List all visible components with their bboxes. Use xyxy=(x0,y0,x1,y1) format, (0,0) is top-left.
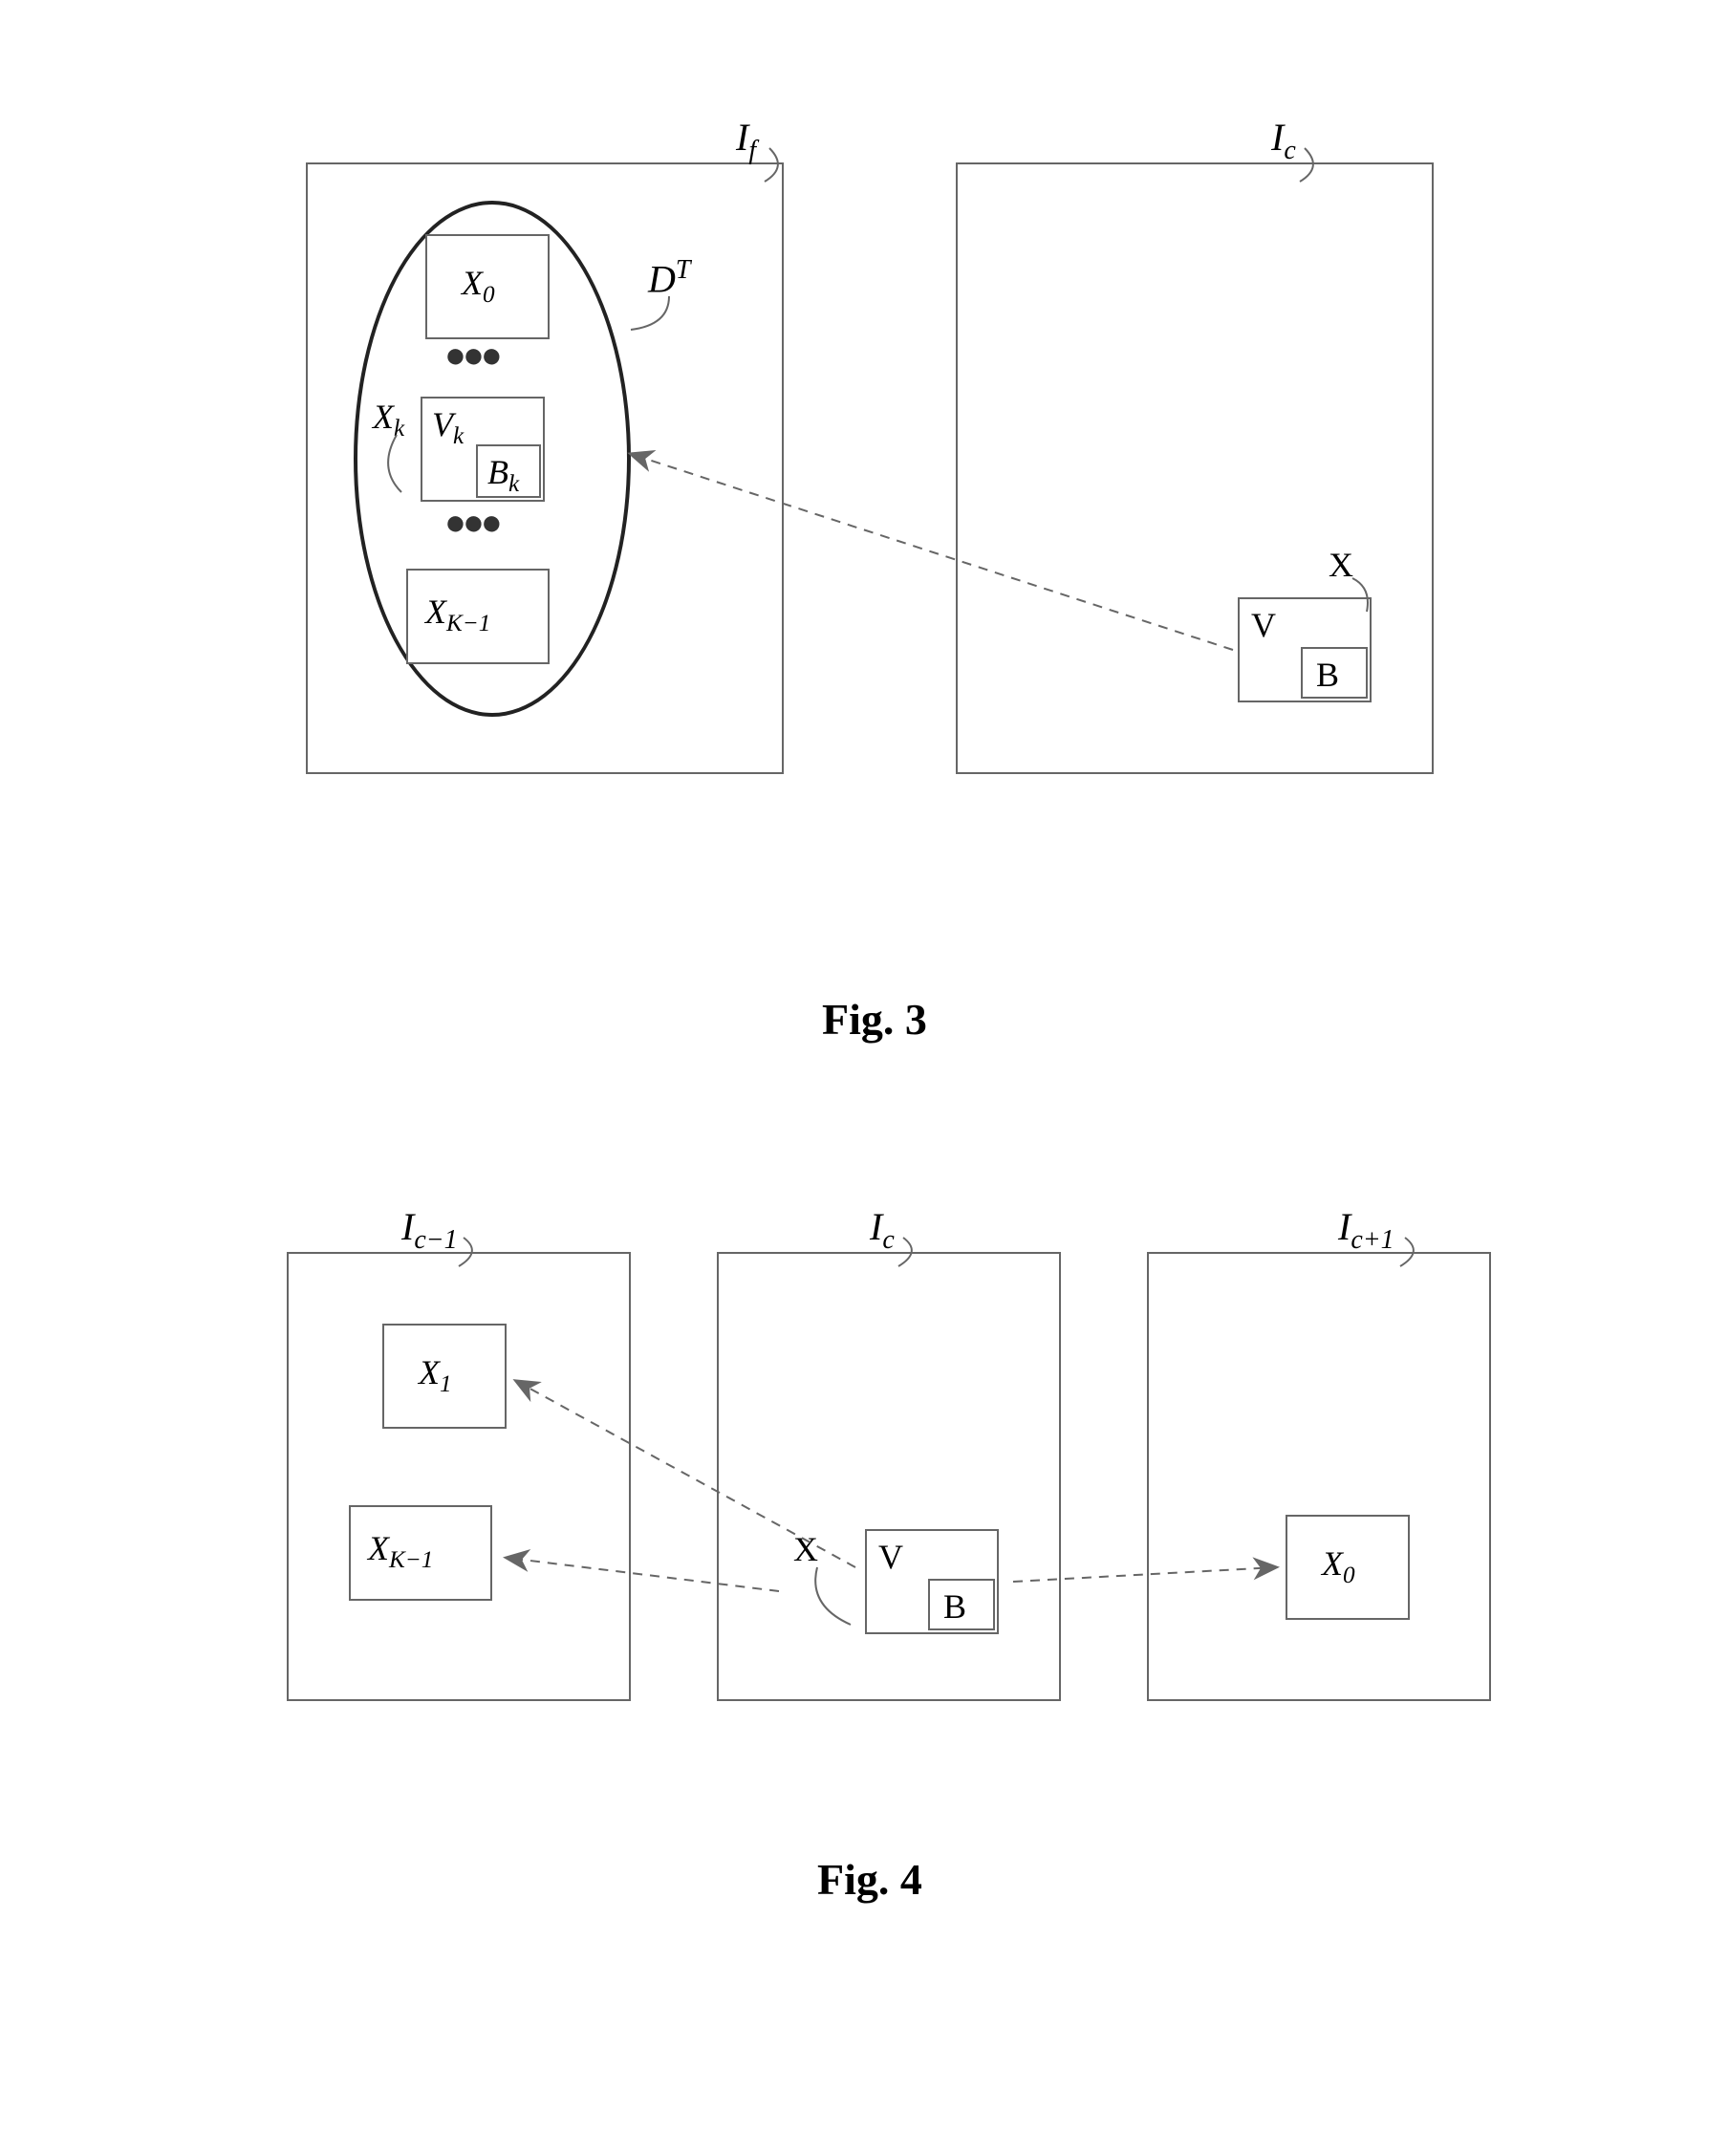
fig4-frame-left xyxy=(287,1252,631,1701)
fig4-label-ic: Ic xyxy=(870,1204,895,1256)
fig3-label-xk1: XK−1 xyxy=(425,592,490,637)
fig4-block-x-mid: V B xyxy=(865,1529,999,1634)
fig4-block-x0: X0 xyxy=(1286,1515,1410,1620)
fig3-label-v: V xyxy=(1251,605,1276,645)
fig3-label-x-right: X xyxy=(1329,545,1353,585)
fig4-block-x1: X1 xyxy=(382,1324,507,1429)
fig4-block-xk1: XK−1 xyxy=(349,1505,492,1601)
fig3-label-bk: Bk xyxy=(487,452,519,498)
fig3-dots-2: ●●● xyxy=(444,502,499,544)
fig3-block-xk1: XK−1 xyxy=(406,569,550,664)
fig3-label-x0: X0 xyxy=(462,263,495,309)
page: X0 ●●● Vk Bk ●●● XK−1 V B If Ic DT Xk X … xyxy=(0,0,1729,2156)
fig3-caption: Fig. 3 xyxy=(822,994,927,1045)
fig4-label-icp1: Ic+1 xyxy=(1338,1204,1394,1256)
fig3-label-b: B xyxy=(1316,655,1339,695)
fig3-block-x0: X0 xyxy=(425,234,550,339)
fig3-label-xk-outside: Xk xyxy=(373,397,404,442)
fig4-label-b: B xyxy=(943,1586,966,1627)
fig4-caption: Fig. 4 xyxy=(817,1854,922,1905)
arrows-overlay xyxy=(0,0,1729,2156)
fig3-label-dt: DT xyxy=(648,255,690,301)
fig4-label-icm1: Ic−1 xyxy=(401,1204,458,1256)
fig4-label-v: V xyxy=(878,1537,903,1577)
fig3-label-ic: Ic xyxy=(1271,115,1296,166)
fig4-label-x0: X0 xyxy=(1322,1543,1355,1589)
fig4-label-x-mid: X xyxy=(793,1529,818,1569)
fig4-frame-right xyxy=(1147,1252,1491,1701)
fig4-label-x1: X1 xyxy=(419,1352,452,1398)
fig3-dots-1: ●●● xyxy=(444,334,499,377)
fig4-label-xk1: XK−1 xyxy=(368,1528,433,1574)
fig3-label-vk: Vk xyxy=(432,404,464,450)
fig3-label-if: If xyxy=(736,115,756,166)
fig3-block-xk: Vk Bk xyxy=(421,397,545,502)
fig3-block-x-right: V B xyxy=(1238,597,1372,702)
